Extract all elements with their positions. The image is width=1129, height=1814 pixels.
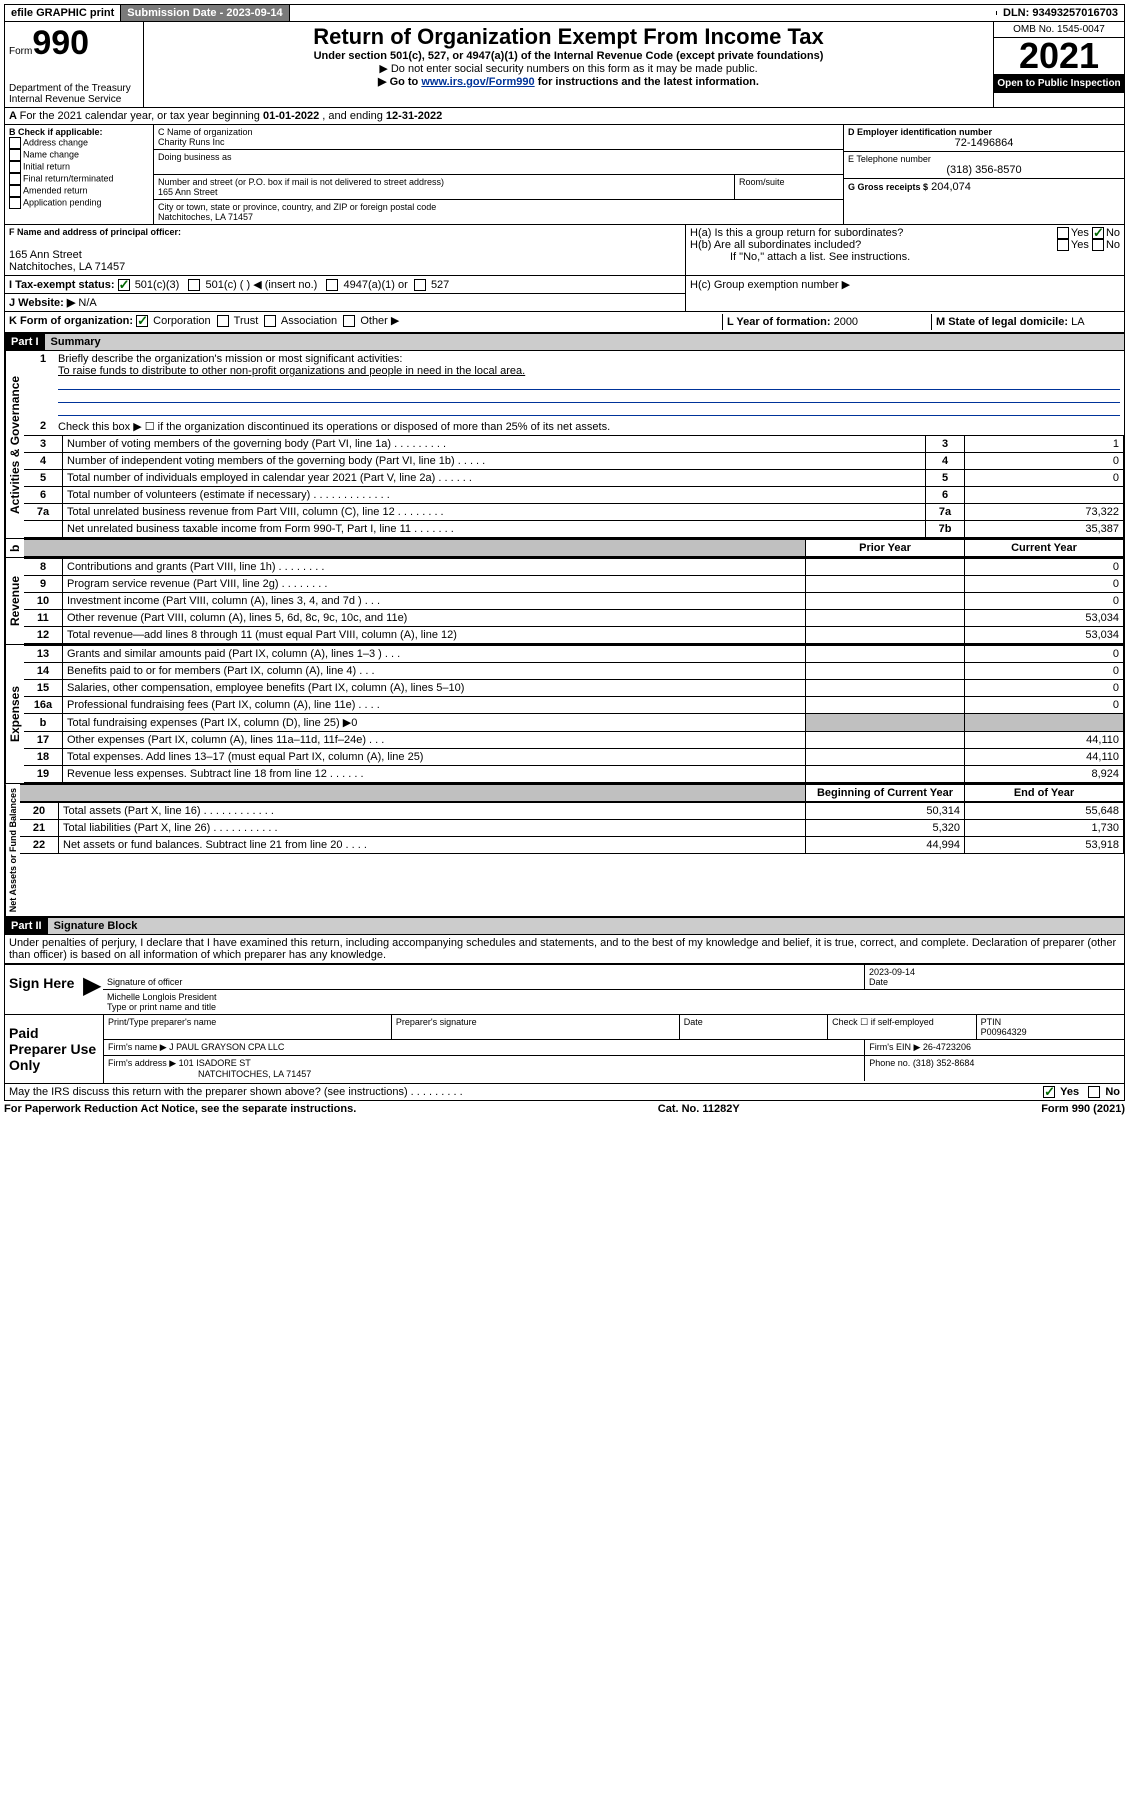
form-header: Form990 Department of the Treasury Inter… (4, 22, 1125, 108)
amended-return-checkbox[interactable] (9, 185, 21, 197)
dln: DLN: 93493257016703 (997, 5, 1124, 21)
f-h-block: F Name and address of principal officer:… (4, 225, 1125, 276)
i-j-block: I Tax-exempt status: 501(c)(3) 501(c) ( … (4, 276, 1125, 312)
efile-label: efile GRAPHIC print (5, 5, 121, 21)
b-label-vert: b (5, 539, 24, 557)
ptin: P00964329 (981, 1027, 1120, 1037)
revenue-table: 8Contributions and grants (Part VIII, li… (24, 558, 1124, 644)
declaration-text: Under penalties of perjury, I declare th… (4, 935, 1125, 964)
ein: 72-1496864 (848, 137, 1120, 149)
app-pending-checkbox[interactable] (9, 197, 21, 209)
line-a: A For the 2021 calendar year, or tax yea… (4, 108, 1125, 125)
submission-date: Submission Date - 2023-09-14 (121, 5, 289, 21)
dept-label: Department of the Treasury Internal Reve… (9, 83, 139, 105)
paid-preparer-block: Paid Preparer Use Only Print/Type prepar… (4, 1015, 1125, 1084)
net-assets-label: Net Assets or Fund Balances (5, 784, 20, 916)
hc-label: H(c) Group exemption number ▶ (690, 278, 1120, 291)
k-l-m-block: K Form of organization: Corporation Trus… (4, 312, 1125, 333)
initial-return-checkbox[interactable] (9, 161, 21, 173)
hb-yes-checkbox[interactable] (1057, 239, 1069, 251)
open-public-badge: Open to Public Inspection (994, 74, 1124, 93)
entity-block: B Check if applicable: Address change Na… (4, 125, 1125, 225)
4947-checkbox[interactable] (326, 279, 338, 291)
phone: (318) 356-8570 (848, 164, 1120, 176)
year-formation: 2000 (834, 316, 858, 328)
corp-checkbox[interactable] (136, 315, 148, 327)
hb-no-checkbox[interactable] (1092, 239, 1104, 251)
sign-here-block: Sign Here ▶ Signature of officer 2023-09… (4, 964, 1125, 1015)
preparer-firm: J PAUL GRAYSON CPA LLC (169, 1042, 284, 1052)
ha-yes-checkbox[interactable] (1057, 227, 1069, 239)
form-label: Form (9, 46, 32, 57)
state-domicile: LA (1071, 316, 1084, 328)
gross-receipts: 204,074 (931, 181, 971, 193)
instructions-link[interactable]: www.irs.gov/Form990 (421, 76, 534, 88)
addr-change-checkbox[interactable] (9, 137, 21, 149)
assoc-checkbox[interactable] (264, 315, 276, 327)
form-title: Return of Organization Exempt From Incom… (148, 24, 989, 50)
part1-bar: Part I Summary (4, 333, 1125, 351)
other-checkbox[interactable] (343, 315, 355, 327)
527-checkbox[interactable] (414, 279, 426, 291)
name-change-checkbox[interactable] (9, 149, 21, 161)
preparer-ein: 26-4723206 (923, 1042, 971, 1052)
officer-addr2: Natchitoches, LA 71457 (9, 261, 681, 273)
form-number: 990 (32, 24, 89, 62)
top-bar: efile GRAPHIC print Submission Date - 20… (4, 4, 1125, 22)
sign-date: 2023-09-14 (869, 967, 1120, 977)
org-street: 165 Ann Street (158, 187, 730, 197)
org-city: Natchitoches, LA 71457 (158, 212, 839, 222)
expenses-label: Expenses (5, 645, 24, 783)
discuss-row: May the IRS discuss this return with the… (4, 1084, 1125, 1101)
501c-checkbox[interactable] (188, 279, 200, 291)
trust-checkbox[interactable] (217, 315, 229, 327)
page-footer: For Paperwork Reduction Act Notice, see … (4, 1101, 1125, 1117)
revenue-label: Revenue (5, 558, 24, 644)
expenses-table: 13Grants and similar amounts paid (Part … (24, 645, 1124, 783)
website: N/A (78, 297, 96, 309)
discuss-no-checkbox[interactable] (1088, 1086, 1100, 1098)
discuss-yes-checkbox[interactable] (1043, 1086, 1055, 1098)
governance-label: Activities & Governance (5, 351, 24, 538)
officer-addr1: 165 Ann Street (9, 249, 681, 261)
501c3-checkbox[interactable] (118, 279, 130, 291)
org-name: Charity Runs Inc (158, 137, 839, 147)
preparer-phone: (318) 352-8684 (913, 1058, 975, 1068)
final-return-checkbox[interactable] (9, 173, 21, 185)
part2-bar: Part II Signature Block (4, 917, 1125, 935)
governance-table: 3Number of voting members of the governi… (24, 435, 1124, 538)
officer-name: Michelle Longlois President (107, 992, 1120, 1002)
tax-year: 2021 (994, 38, 1124, 74)
net-assets-table: 20Total assets (Part X, line 16) . . . .… (20, 802, 1124, 854)
b-label: B Check if applicable: (9, 127, 149, 137)
ha-no-checkbox[interactable] (1092, 227, 1104, 239)
mission-text: To raise funds to distribute to other no… (58, 365, 1120, 377)
preparer-addr: 101 ISADORE ST (179, 1058, 251, 1068)
